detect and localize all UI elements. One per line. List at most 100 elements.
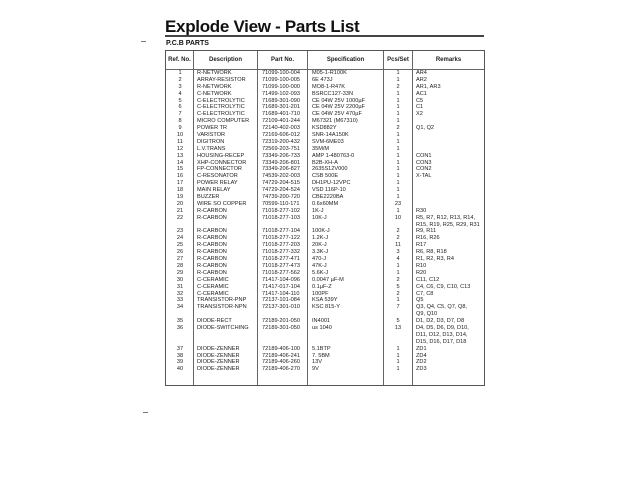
cell-description: MICRO COMPUTER xyxy=(197,118,250,125)
cell-pcs-set: 1 xyxy=(396,180,400,187)
header-pcs-set: Pcs/Set xyxy=(387,57,409,63)
cell-pcs-set: 1 xyxy=(396,194,400,201)
cell-description: R-CARBON xyxy=(197,235,227,242)
table-row: 19 BUZZER 74739-200-720 CBE2220BA 1 xyxy=(166,194,484,201)
cell-specification: CBE2220BA xyxy=(312,194,344,201)
cell-ref-no: 23 xyxy=(176,228,184,235)
cell-pcs-set: 1 xyxy=(396,104,400,111)
cell-description: ARRAY-RESISTOR xyxy=(197,76,246,83)
cell-pcs-set: 23 xyxy=(394,200,402,207)
cell-pcs-set: 7 xyxy=(396,304,400,311)
cell-ref-no: 35 xyxy=(176,318,184,325)
cell-description: MAIN RELAY xyxy=(197,187,231,194)
remarks-line: D1, D2, D3, D7, D8 xyxy=(416,318,465,325)
table-row: 18 MAIN RELAY 74729-204-524 VSD 116P-10 1 xyxy=(166,187,484,194)
cell-remarks: AR4 xyxy=(416,70,640,77)
cell-description: C-ELECTROLYTIC xyxy=(197,104,245,111)
table-row: 13 HOUSING-RECEP 73349-206-733 AMP 1-480763… xyxy=(166,153,484,160)
cell-part-no: 71018-277-122 xyxy=(262,235,300,242)
cell-pcs-set: 2 xyxy=(396,125,400,132)
cell-remarks: C1 xyxy=(416,104,640,111)
cell-ref-no: 27 xyxy=(176,256,184,263)
cell-part-no: 72189-201-050 xyxy=(262,318,300,325)
remarks-line: C5 xyxy=(416,97,424,104)
cell-ref-no: 28 xyxy=(176,262,184,269)
cell-description: XHP-CONNECTOR xyxy=(197,159,247,166)
cell-description: R-CARBON xyxy=(197,207,227,214)
remarks-line: AR2 xyxy=(416,76,427,83)
cell-part-no: 71018-277-102 xyxy=(262,207,300,214)
remarks-line xyxy=(416,132,640,139)
remarks-line xyxy=(416,194,640,201)
column-divider xyxy=(193,51,194,385)
remarks-line: ZD1 xyxy=(416,345,427,352)
cell-pcs-set: 4 xyxy=(396,256,400,263)
cell-specification: KSC 815-Y xyxy=(312,304,340,311)
column-divider xyxy=(257,51,258,385)
cell-description: L.V.TRANS xyxy=(197,145,226,152)
cell-ref-no: 17 xyxy=(176,180,184,187)
cell-remarks: R9, R11 xyxy=(416,228,640,235)
cell-specification: 35M/M xyxy=(312,145,330,152)
table-row: 1 R-NETWORK 71099-100-004 M05-1-R100K 1 AR4 xyxy=(166,70,484,77)
remarks-line: R17 xyxy=(416,242,427,249)
remarks-line xyxy=(416,118,640,125)
table-row: 23 R-CARBON 71018-277-104 100K-J 2 R9, R11 xyxy=(166,228,484,235)
cell-remarks: C5 xyxy=(416,98,640,105)
remarks-line: R30 xyxy=(416,207,427,214)
table-row: 35 DIODE-RECT 72189-201-050 IN4001 5 D1, D2, … xyxy=(166,318,484,325)
table-row: 17 POWER RELAY 74729-204-515 DH1PU-12VPC 1 xyxy=(166,180,484,187)
cell-ref-no: 4 xyxy=(178,90,182,97)
cell-remarks: X2 xyxy=(416,111,640,118)
cell-part-no: 71018-277-203 xyxy=(262,242,300,249)
cell-specification: CE 04W 25V 1000µF xyxy=(312,97,365,104)
cell-specification: 100PF xyxy=(312,290,329,297)
header-specification: Specification xyxy=(326,57,365,63)
cell-specification: 0.0047 µF-M xyxy=(312,276,344,283)
cell-specification: 100K-J xyxy=(312,228,330,235)
cell-ref-no: 37 xyxy=(176,345,184,352)
cell-remarks xyxy=(416,146,640,153)
cell-pcs-set: 1 xyxy=(396,352,400,359)
cell-pcs-set: 2 xyxy=(396,83,400,90)
cell-description: C-CERAMIC xyxy=(197,283,229,290)
cell-ref-no: 16 xyxy=(176,173,184,180)
cell-specification: 0.1µF-Z xyxy=(312,283,332,290)
cell-specification: DH1PU-12VPC xyxy=(312,180,351,187)
parts-table: Ref. No. Description Part No. Specificat… xyxy=(165,50,485,386)
cell-specification: VSD 116P-10 xyxy=(312,187,346,194)
column-divider xyxy=(412,51,413,385)
cell-description: WIRE SO COPPER xyxy=(197,200,247,207)
cell-pcs-set: 1 xyxy=(396,132,400,139)
table-row: 14 XHP-CONNECTOR 73349-206-801 B2B-XH-A 1 CON… xyxy=(166,160,484,167)
table-row: 27 R-CARBON 71018-277-471 470-J 4 R1, R2, R3,… xyxy=(166,256,484,263)
cell-specification: 47K-J xyxy=(312,262,327,269)
cell-part-no: 70599-110-171 xyxy=(262,200,300,207)
column-divider xyxy=(307,51,308,385)
cell-ref-no: 31 xyxy=(176,283,184,290)
cell-remarks xyxy=(416,194,640,201)
cell-ref-no: 18 xyxy=(176,187,184,194)
cell-description: TRANSISTOR-PNP xyxy=(197,297,247,304)
remarks-line: R5, R7, R12, R13, R14, xyxy=(416,214,476,221)
cell-description: DIODE-ZENNER xyxy=(197,366,240,373)
scan-mark xyxy=(141,41,146,42)
cell-description: R-CARBON xyxy=(197,242,227,249)
cell-remarks: CON3 xyxy=(416,160,640,167)
cell-part-no: 72189-301-050 xyxy=(262,324,300,331)
cell-specification: 1K-J xyxy=(312,207,324,214)
header-remarks: Remarks xyxy=(435,57,462,63)
remarks-line: Q1, Q2 xyxy=(416,125,435,132)
cell-ref-no: 1 xyxy=(178,70,182,76)
table-row: 12 L.V.TRANS 72569-203-751 35M/M 1 xyxy=(166,146,484,153)
cell-remarks: R5, R7, R12, R13, R14, R15, R19, R25, R29… xyxy=(416,215,640,229)
cell-remarks: ZD2 xyxy=(416,359,640,366)
cell-specification: us 1040 xyxy=(312,324,332,331)
cell-part-no: 71018-277-332 xyxy=(262,249,300,256)
cell-specification: BSRCC127-33N xyxy=(312,90,354,97)
cell-specification: KSD882Y xyxy=(312,125,337,132)
cell-remarks xyxy=(416,180,640,187)
table-body: 1 R-NETWORK 71099-100-004 M05-1-R100K 1 AR4 2 A… xyxy=(166,70,484,373)
cell-specification: M05-1-R100K xyxy=(312,70,347,76)
table-row: 25 R-CARBON 71018-277-203 20K-J 11 R17 xyxy=(166,242,484,249)
